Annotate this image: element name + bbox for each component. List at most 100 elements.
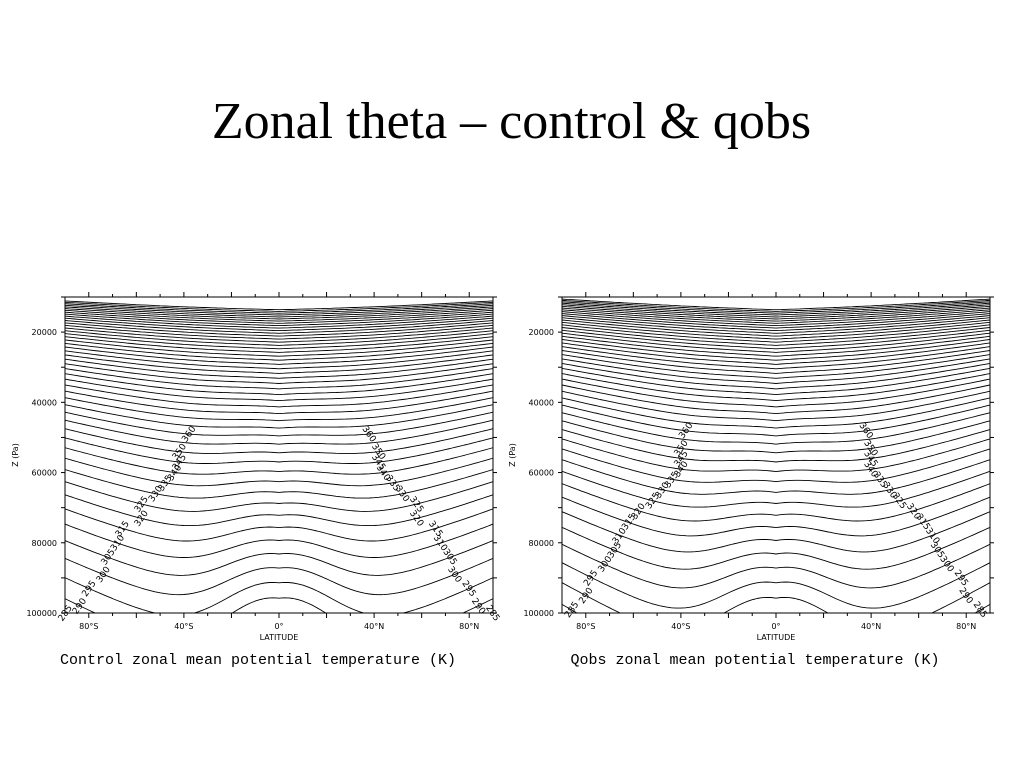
contour-410 <box>65 354 493 374</box>
y-tick-label: 20000 <box>32 328 57 337</box>
x-tick-label: 0° <box>771 622 780 631</box>
contour-310 <box>562 511 990 553</box>
qobs-contour-plot: 3603603503503453453403403353353303303253… <box>508 292 994 642</box>
x-tick-label: 40°N <box>364 622 384 631</box>
contour-label: 300 <box>445 565 463 585</box>
contour-340 <box>562 438 990 473</box>
contour-440 <box>65 333 493 350</box>
contour-355 <box>562 412 990 445</box>
contour-425 <box>65 342 493 361</box>
contour-label: 285 <box>971 600 989 620</box>
contour-330 <box>65 469 493 499</box>
contour-310 <box>65 523 493 558</box>
plot-frame <box>64 296 494 614</box>
contour-label: 285 <box>57 604 75 624</box>
contour-lines <box>65 300 493 613</box>
contour-350 <box>562 420 990 454</box>
y-tick-label: 20000 <box>529 328 554 337</box>
contour-355 <box>65 419 493 445</box>
x-tick-label: 40°S <box>671 622 690 631</box>
contour-label: 295 <box>582 569 600 589</box>
x-tick-label: 40°N <box>861 622 881 631</box>
contour-460 <box>65 322 493 337</box>
y-tick-label: 60000 <box>529 469 554 478</box>
contour-400 <box>65 363 493 384</box>
contour-label: 290 <box>469 597 487 617</box>
contour-405 <box>562 354 990 379</box>
contour-415 <box>65 350 493 370</box>
qobs-contour-panel: 360 360 350 350 345 345 340 340 335 335 330 330 325 3… <box>505 282 1005 682</box>
y-tick-label: 100000 <box>523 609 554 618</box>
contour-430 <box>65 339 493 357</box>
contour-label: 290 <box>956 586 974 606</box>
contour-325 <box>562 470 990 508</box>
contour-395 <box>562 363 990 390</box>
x-tick-label: 80°N <box>956 622 976 631</box>
contour-420 <box>562 342 990 365</box>
contour-425 <box>562 339 990 361</box>
contour-370 <box>562 390 990 422</box>
y-tick-label: 60000 <box>32 469 57 478</box>
control-contour-panel: 360 360 350 350 345 345 340 340 335 335 330 330 325 3… <box>8 282 508 682</box>
contour-285 <box>562 604 990 613</box>
contour-label: 295 <box>459 579 477 599</box>
y-axis-label: Z (Pa) <box>508 443 517 467</box>
contour-375 <box>65 390 493 415</box>
contour-485 <box>562 309 990 324</box>
contour-465 <box>562 317 990 334</box>
contour-485 <box>65 311 493 324</box>
contour-515 <box>562 299 990 312</box>
contour-325 <box>65 481 493 512</box>
contour-380 <box>65 384 493 408</box>
contour-455 <box>562 321 990 340</box>
contour-520 <box>65 300 493 311</box>
control-contour-plot: 3603603503503453453403403353353303303253… <box>11 292 501 642</box>
contour-385 <box>65 378 493 402</box>
control-caption: Control zonal mean potential temperature… <box>59 652 457 669</box>
contour-370 <box>65 397 493 422</box>
contour-395 <box>65 368 493 390</box>
contour-465 <box>65 320 493 334</box>
contour-510 <box>65 303 493 314</box>
contour-490 <box>562 307 990 322</box>
contour-340 <box>65 447 493 475</box>
contour-520 <box>562 298 990 311</box>
contour-label: 285 <box>483 604 501 624</box>
contour-380 <box>562 378 990 408</box>
contour-450 <box>562 324 990 343</box>
contour-435 <box>65 336 493 353</box>
y-axis-label: Z (Pa) <box>11 443 20 467</box>
contour-495 <box>562 305 990 320</box>
y-tick-label: 40000 <box>32 398 57 407</box>
x-tick-label: 40°S <box>174 622 193 631</box>
y-tick-label: 100000 <box>26 609 57 618</box>
contour-390 <box>65 373 493 396</box>
contour-445 <box>562 327 990 346</box>
x-tick-label: 80°N <box>459 622 479 631</box>
contour-295 <box>562 562 990 609</box>
qobs-caption: Qobs zonal mean potential temperature (K… <box>570 652 940 669</box>
y-tick-label: 40000 <box>529 398 554 407</box>
contour-335 <box>65 457 493 487</box>
contour-label: 300 <box>937 555 955 575</box>
contour-345 <box>65 437 493 464</box>
contour-430 <box>562 335 990 357</box>
contour-330 <box>562 459 990 495</box>
contour-label: 300 <box>95 565 113 585</box>
contour-300 <box>562 543 990 589</box>
contour-410 <box>562 350 990 374</box>
contour-500 <box>65 306 493 318</box>
x-tick-label: 80°S <box>576 622 595 631</box>
y-tick-label: 80000 <box>529 539 554 548</box>
contour-385 <box>562 373 990 402</box>
contour-305 <box>562 526 990 570</box>
contour-460 <box>562 319 990 337</box>
contour-305 <box>65 540 493 576</box>
contour-400 <box>562 358 990 384</box>
contour-295 <box>65 577 493 613</box>
contour-label: 360 <box>677 421 695 441</box>
contour-505 <box>562 302 990 316</box>
contour-390 <box>562 367 990 396</box>
contour-490 <box>65 309 493 322</box>
contour-420 <box>65 346 493 365</box>
